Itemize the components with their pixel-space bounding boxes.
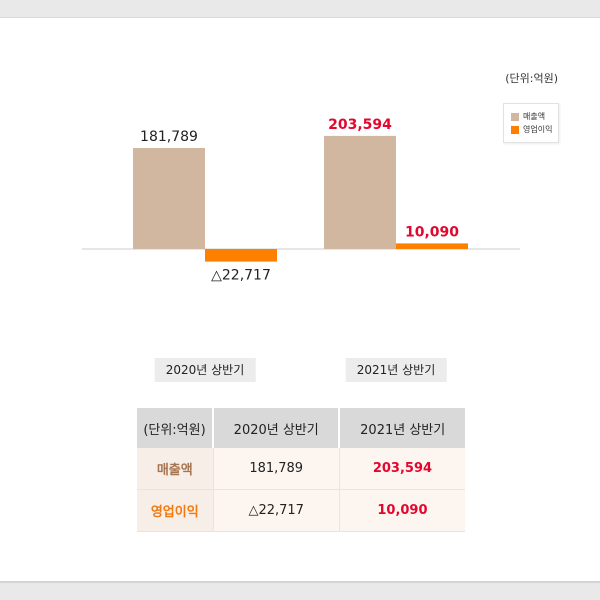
category-label-2020: 2020년 상반기 (154, 358, 256, 382)
table-cell-2021: 203,594 (339, 448, 465, 490)
table-header-2021: 2021년 상반기 (339, 408, 465, 448)
table-cell-2020: 181,789 (213, 448, 340, 490)
legend-swatch-profit (511, 125, 519, 134)
data-label-profit-2020: △22,717 (211, 268, 271, 284)
legend-swatch-sales (511, 112, 519, 121)
data-label-sales-2020: 181,789 (140, 129, 198, 145)
legend-label-sales: 매출액 (523, 112, 546, 121)
legend-label-profit: 영업이익 (523, 125, 553, 134)
bar-sales-2021 (324, 135, 396, 249)
legend-item-sales: 매출액 (511, 110, 558, 123)
table-cell-2020: △22,717 (213, 489, 340, 532)
table-cell-2021: 10,090 (339, 489, 465, 532)
data-label-sales-2021: 203,594 (328, 117, 392, 133)
category-label-2021: 2021년 상반기 (345, 358, 447, 382)
legend-item-profit: 영업이익 (511, 123, 558, 136)
bar-profit-2020 (205, 249, 277, 262)
table-row-label: 매출액 (137, 448, 214, 490)
table-row-label: 영업이익 (137, 489, 214, 532)
legend: 매출액 영업이익 (503, 103, 559, 143)
bar-sales-2020 (133, 148, 205, 249)
summary-table: (단위:억원) 2020년 상반기 2021년 상반기 매출액 181,789 … (137, 408, 465, 532)
table-header-row: (단위:억원) 2020년 상반기 2021년 상반기 (137, 408, 465, 448)
table-row-profit: 영업이익 △22,717 10,090 (137, 489, 465, 532)
table-row-sales: 매출액 181,789 203,594 (137, 448, 465, 490)
unit-label: (단위:억원) (505, 72, 558, 85)
data-label-profit-2021: 10,090 (405, 224, 459, 240)
bar-profit-2021 (396, 243, 468, 249)
table-header-2020: 2020년 상반기 (213, 408, 341, 448)
table-header-unit: (단위:억원) (137, 408, 215, 448)
bottom-border (0, 581, 600, 583)
top-border (0, 17, 600, 18)
